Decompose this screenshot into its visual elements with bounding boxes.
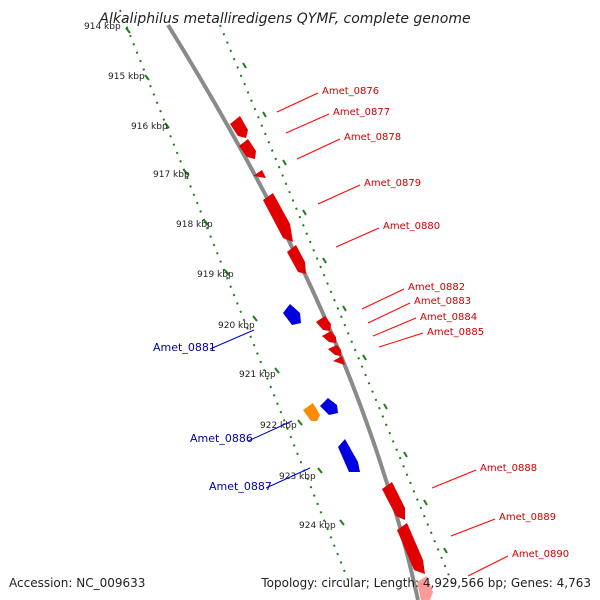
kbp-axis: 914 kbp 915 kbp 916 kbp 917 kbp 918 kbp … xyxy=(84,22,448,554)
gene-label[interactable]: Amet_0881 xyxy=(153,341,216,354)
gene-amet-0878-arrow[interactable] xyxy=(253,170,266,178)
gene-label[interactable]: Amet_0882 xyxy=(408,282,465,293)
gene-orange-block[interactable] xyxy=(303,403,320,421)
gene-label[interactable]: Amet_0887 xyxy=(209,480,272,493)
gene-label[interactable]: Amet_0888 xyxy=(480,463,537,474)
kbp-label: 924 kbp xyxy=(299,521,336,531)
reverse-genes xyxy=(283,304,360,472)
forward-genes xyxy=(230,116,433,600)
gene-label[interactable]: Amet_0884 xyxy=(420,312,477,323)
gene-label[interactable]: Amet_0886 xyxy=(190,432,253,445)
kbp-label: 920 kbp xyxy=(218,321,255,331)
kbp-label: 919 kbp xyxy=(197,270,234,280)
gene-label[interactable]: Amet_0879 xyxy=(364,178,421,189)
gene-label[interactable]: Amet_0890 xyxy=(512,549,569,560)
gene-amet-0881-arrow[interactable] xyxy=(283,304,301,325)
gene-amet-0884-arrow[interactable] xyxy=(328,345,341,356)
gene-label[interactable]: Amet_0880 xyxy=(383,221,440,232)
kbp-label: 914 kbp xyxy=(84,22,121,32)
gene-amet-0886-arrow[interactable] xyxy=(320,398,338,415)
topology-text: Topology: circular; Length: 4,929,566 bp… xyxy=(260,576,591,590)
gene-label[interactable]: Amet_0885 xyxy=(427,327,484,338)
gene-label[interactable]: Amet_0876 xyxy=(322,86,379,97)
gene-labels: Amet_0876 Amet_0877 Amet_0878 Amet_0879 … xyxy=(153,86,569,560)
kbp-label: 923 kbp xyxy=(279,472,316,482)
gene-amet-0883-arrow[interactable] xyxy=(322,331,336,343)
kbp-label: 917 kbp xyxy=(153,170,190,180)
gene-label[interactable]: Amet_0883 xyxy=(414,296,471,307)
gene-amet-0885-arrow[interactable] xyxy=(333,356,345,365)
accession-text: Accession: NC_009633 xyxy=(9,576,145,590)
gene-amet-0887-arrow[interactable] xyxy=(338,439,360,472)
gene-label[interactable]: Amet_0877 xyxy=(333,107,390,118)
gene-amet-0888-arrow[interactable] xyxy=(382,482,405,520)
kbp-label: 915 kbp xyxy=(108,72,145,82)
kbp-label: 922 kbp xyxy=(260,421,297,431)
gene-amet-0889-arrow[interactable] xyxy=(397,523,425,574)
gene-amet-0877-arrow[interactable] xyxy=(239,139,256,159)
gene-amet-0882-arrow[interactable] xyxy=(316,316,331,331)
gene-label[interactable]: Amet_0889 xyxy=(499,512,556,523)
kbp-label: 916 kbp xyxy=(131,122,168,132)
callout-lines xyxy=(209,92,509,577)
gene-label[interactable]: Amet_0878 xyxy=(344,132,401,143)
gene-amet-0876-arrow[interactable] xyxy=(230,116,248,138)
tick-tracks xyxy=(119,9,456,591)
map-title: Alkaliphilus metalliredigens QYMF, compl… xyxy=(98,11,470,27)
gene-amet-0879-arrow[interactable] xyxy=(263,193,293,242)
gene-amet-0880-arrow[interactable] xyxy=(287,245,306,274)
gene-amet-0890-arrow[interactable] xyxy=(417,576,433,600)
kbp-label: 918 kbp xyxy=(176,220,213,230)
kbp-label: 921 kbp xyxy=(239,370,276,380)
